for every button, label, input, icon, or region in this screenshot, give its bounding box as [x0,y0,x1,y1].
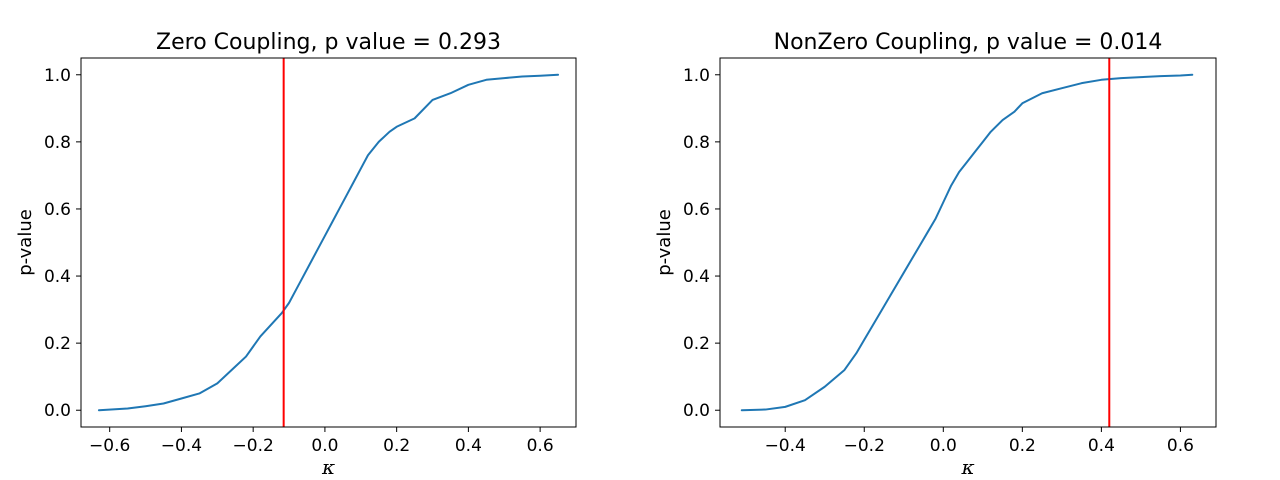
y-axis-label: p-value [654,209,675,276]
x-ticks: −0.6 −0.4 −0.2 0.0 0.2 0.4 0.6 [89,427,554,456]
chart-zero-coupling: Zero Coupling, p value = 0.293 κ p-value… [15,30,577,479]
y-ticks: 0.0 0.2 0.4 0.6 0.8 1.0 [683,66,720,421]
x-axis-label: κ [321,455,335,479]
y-tick-label: 0.6 [44,200,71,220]
x-tick-label: 0.2 [383,436,410,456]
y-tick-label: 0.0 [44,401,71,421]
x-tick-label: −0.2 [233,436,274,456]
axes-frame [80,57,577,428]
y-tick-label: 0.0 [683,401,710,421]
x-ticks: −0.4 −0.2 0.0 0.2 0.4 0.6 [765,427,1194,456]
x-tick-label: 0.4 [455,436,482,456]
x-tick-label: 0.4 [1088,436,1115,456]
x-tick-label: −0.4 [161,436,202,456]
x-axis-label: κ [960,455,974,479]
y-tick-label: 0.4 [44,267,71,287]
y-tick-label: 1.0 [683,66,710,86]
y-tick-label: 0.2 [683,334,710,354]
series-line [740,73,1194,412]
y-tick-label: 1.0 [44,66,71,86]
chart-title: NonZero Coupling, p value = 0.014 [774,30,1163,55]
y-tick-label: 0.4 [683,267,710,287]
plot-area [97,58,560,427]
x-tick-label: 0.6 [527,436,554,456]
y-ticks: 0.0 0.2 0.4 0.6 0.8 1.0 [44,66,81,421]
y-tick-label: 0.2 [44,334,71,354]
y-tick-label: 0.6 [683,200,710,220]
y-axis-label: p-value [15,209,36,276]
axes-frame [719,57,1217,428]
x-tick-label: 0.6 [1167,436,1194,456]
x-tick-label: −0.6 [89,436,130,456]
chart-title: Zero Coupling, p value = 0.293 [156,30,501,55]
y-tick-label: 0.8 [683,133,710,153]
x-tick-label: 0.2 [1009,436,1036,456]
x-tick-label: 0.0 [930,436,957,456]
chart-nonzero-coupling: NonZero Coupling, p value = 0.014 κ p-va… [654,30,1217,479]
plot-area [740,58,1194,427]
series-line [97,73,560,412]
x-tick-label: 0.0 [311,436,338,456]
x-tick-label: −0.4 [765,436,806,456]
x-tick-label: −0.2 [844,436,885,456]
y-tick-label: 0.8 [44,133,71,153]
